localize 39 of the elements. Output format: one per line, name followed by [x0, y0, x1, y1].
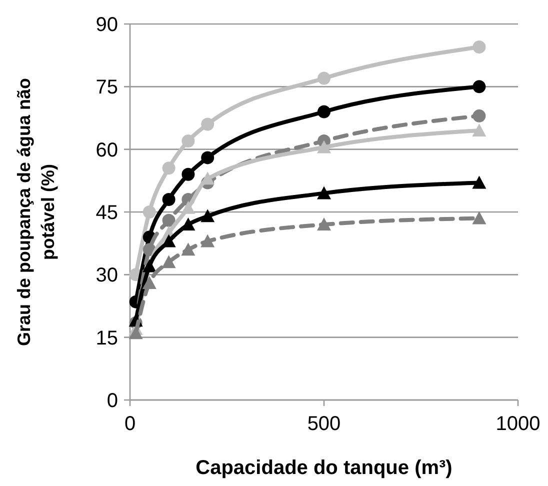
point: [472, 124, 486, 137]
point: [317, 140, 331, 154]
point: [142, 276, 156, 290]
y-tick-label: 90: [96, 14, 118, 36]
point: [182, 134, 195, 148]
x-axis-title: Capacidade do tanque (m³): [196, 457, 452, 479]
point: [142, 206, 156, 218]
point: [181, 242, 196, 256]
point: [318, 105, 330, 118]
point: [201, 118, 214, 131]
y-tick-label: 15: [96, 327, 118, 350]
point: [181, 200, 196, 214]
x-tick-label: 500: [307, 413, 341, 435]
point: [200, 234, 215, 248]
point: [472, 109, 486, 122]
point: [472, 80, 486, 94]
y-tick-label: 60: [96, 139, 118, 162]
point: [317, 186, 331, 200]
point: [128, 326, 143, 340]
point: [162, 192, 176, 206]
point: [201, 151, 214, 164]
y-tick-label: 0: [106, 390, 118, 412]
y-tick-label: 75: [96, 76, 118, 99]
point: [162, 255, 176, 268]
point: [472, 211, 486, 224]
y-tick-label: 30: [96, 264, 118, 287]
point: [162, 234, 176, 248]
point: [182, 168, 195, 181]
x-tick-label: 0: [124, 413, 136, 435]
point: [200, 209, 215, 222]
x-tick-label: 1000: [496, 413, 540, 435]
point: [162, 214, 176, 227]
point: [472, 176, 486, 189]
point: [318, 72, 330, 85]
point: [162, 162, 176, 175]
point: [472, 40, 486, 54]
y-tick-label: 45: [96, 202, 118, 224]
point: [317, 218, 331, 231]
y-axis-title: Grau de poupança de água não potável (%): [14, 78, 58, 346]
